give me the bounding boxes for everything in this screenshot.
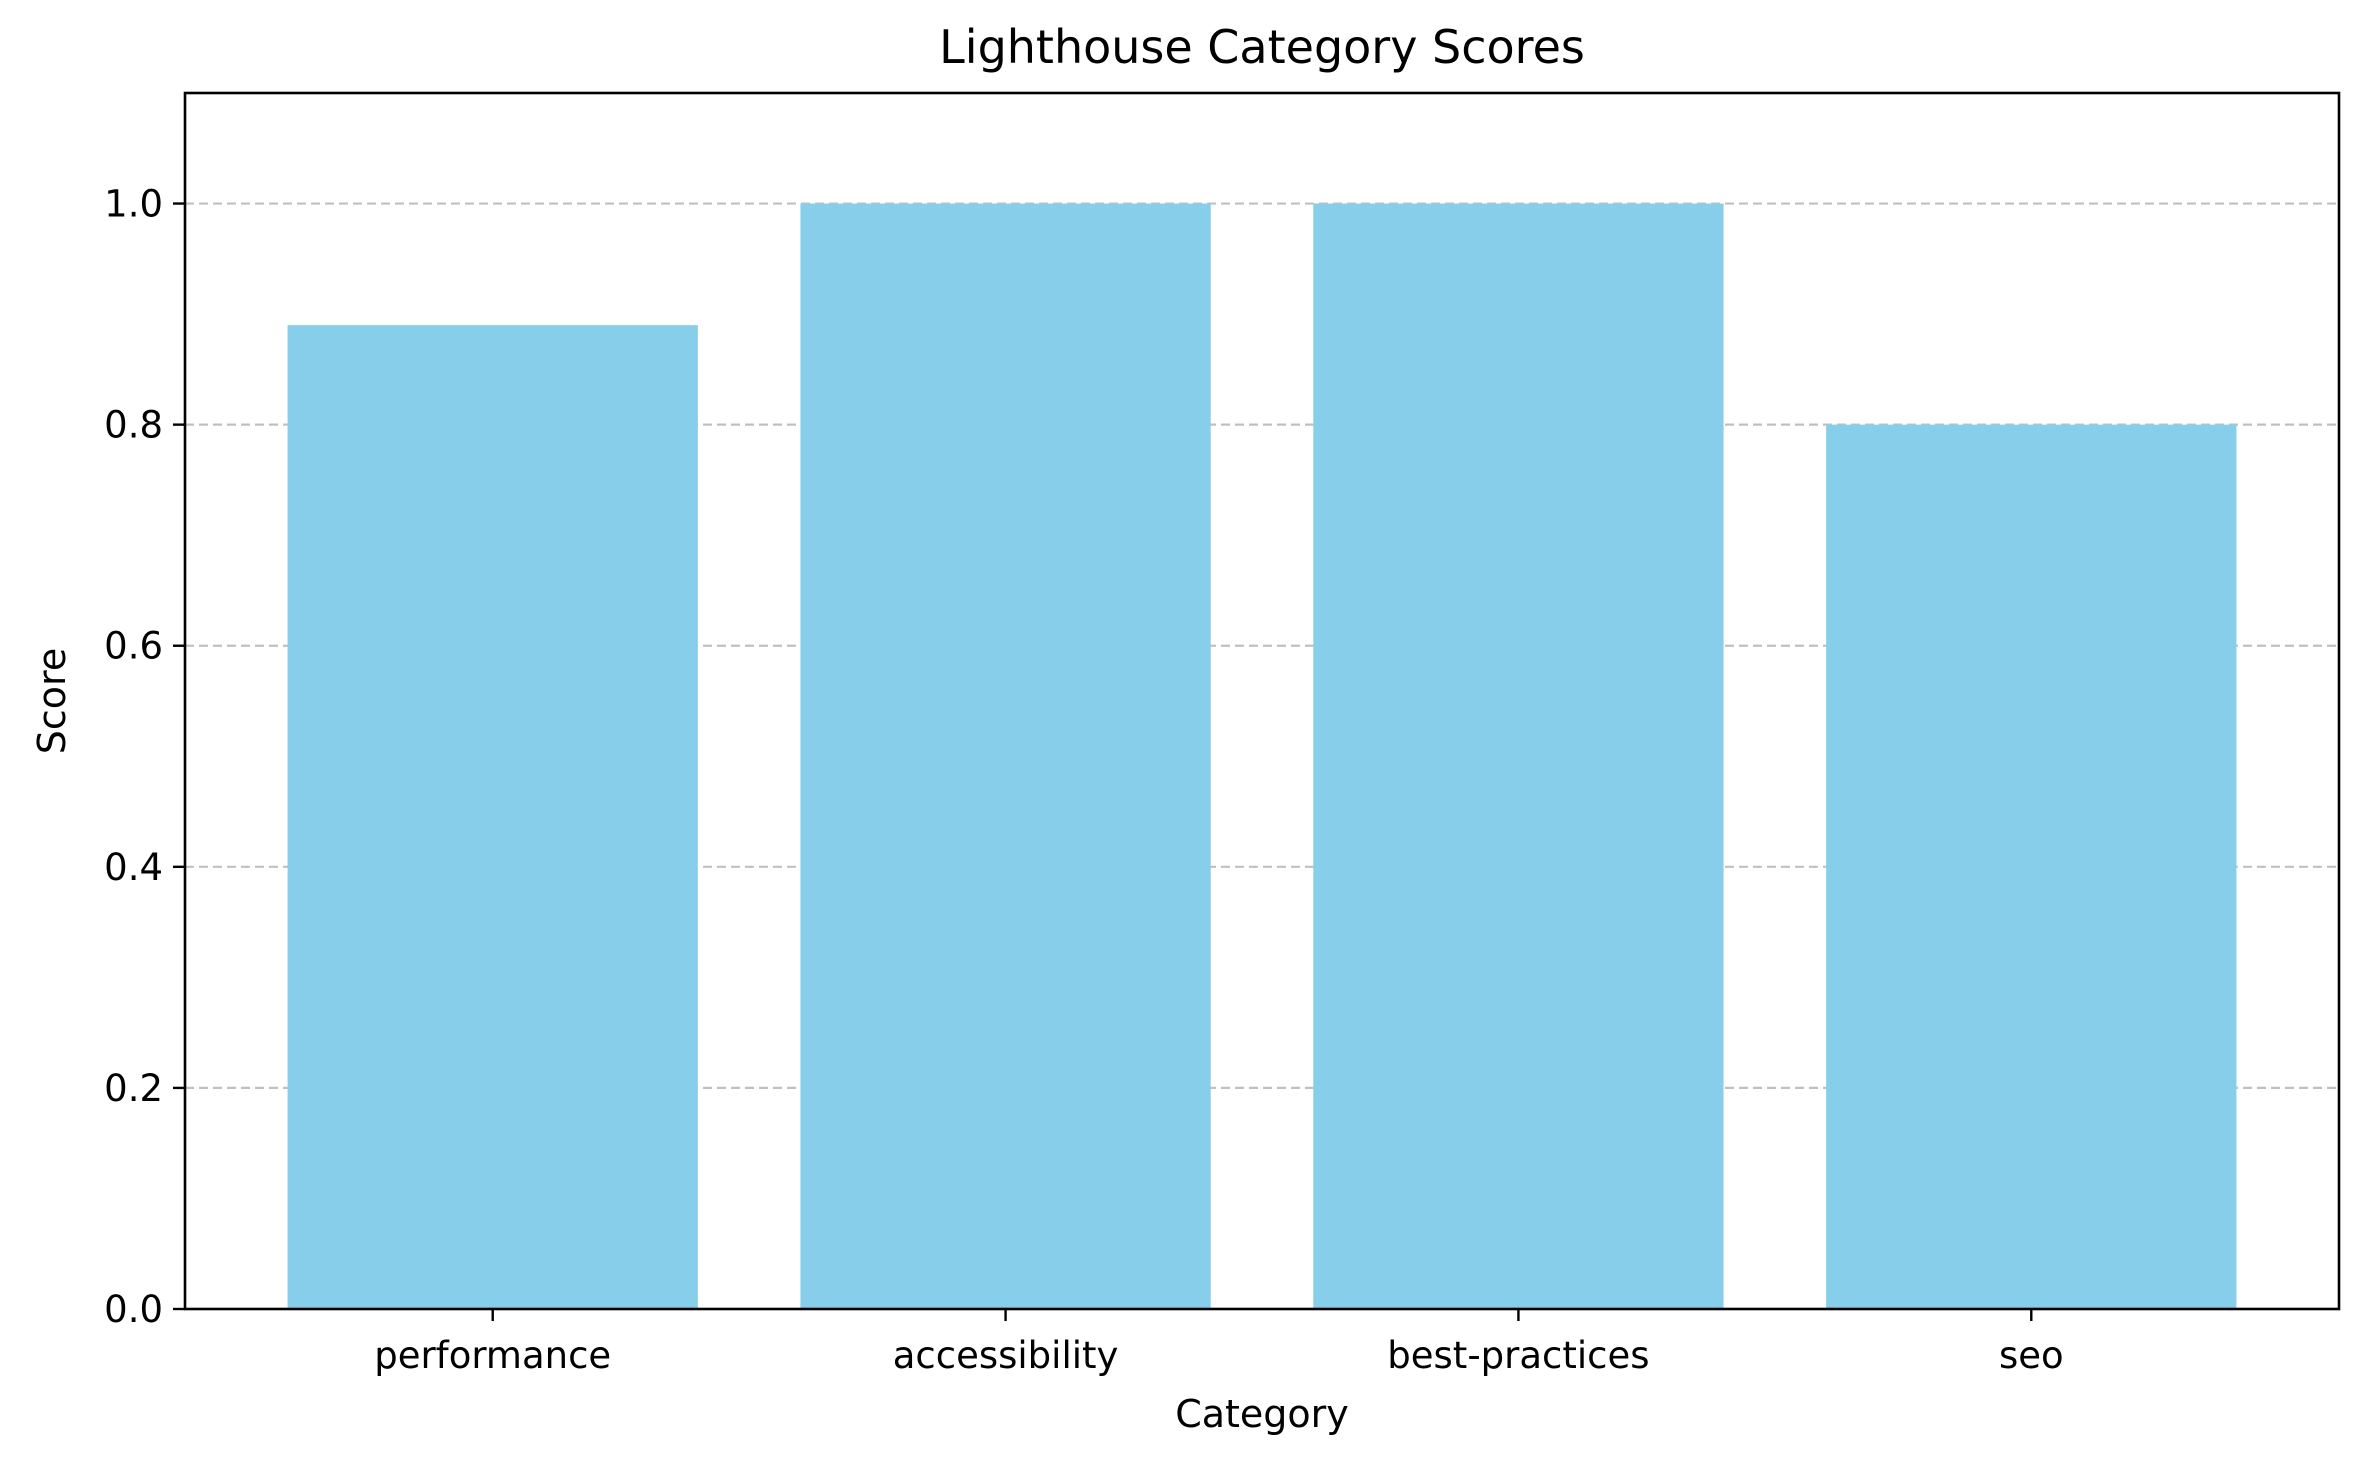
bar-performance (287, 325, 698, 1309)
x-ticks: performance accessibility best-practices se… (374, 1309, 2064, 1377)
y-tick-label: 1.0 (104, 183, 163, 226)
x-tick-label: best-practices (1387, 1334, 1649, 1377)
x-axis-label: Category (1175, 1392, 1349, 1436)
y-tick-label: 0.8 (104, 404, 163, 447)
bar-best-practices (1313, 203, 1724, 1310)
x-tick-label: performance (374, 1334, 611, 1377)
x-tick-label: seo (1999, 1334, 2064, 1377)
plot-frame (183, 91, 2341, 1311)
y-tick-label: 0.2 (104, 1067, 163, 1110)
chart-title: Lighthouse Category Scores (939, 20, 1585, 74)
y-axis-label: Score (30, 648, 74, 754)
axes (183, 91, 2341, 1311)
bars (287, 203, 2237, 1310)
x-tick-label: accessibility (893, 1334, 1119, 1377)
y-tick-label: 0.6 (104, 625, 163, 668)
y-ticks: 0.0 0.2 0.4 0.6 0.8 1.0 (104, 183, 185, 1331)
bar-seo (1826, 424, 2237, 1309)
bar-accessibility (800, 203, 1211, 1310)
y-tick-label: 0.0 (104, 1288, 163, 1331)
y-tick-label: 0.4 (104, 846, 163, 889)
